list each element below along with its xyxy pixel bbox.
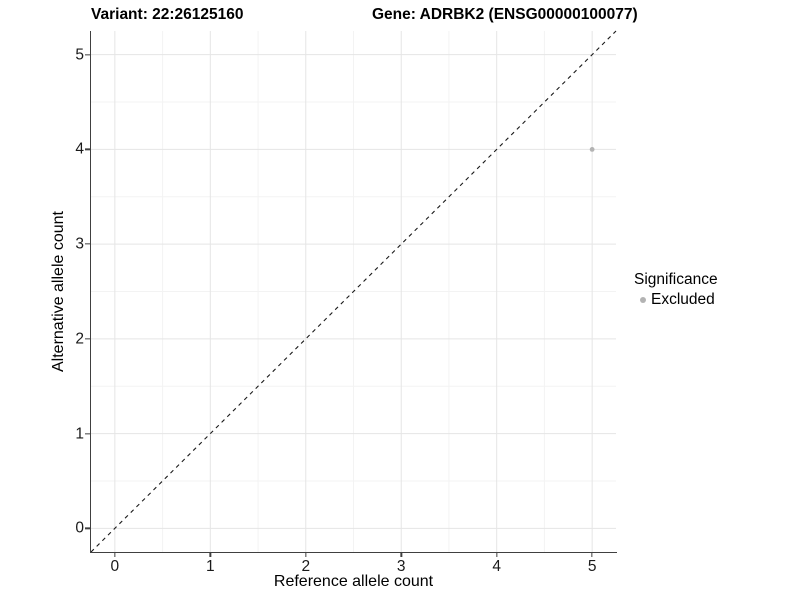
plot-canvas	[90, 30, 617, 553]
x-tick-mark	[400, 552, 402, 557]
y-tick-mark	[85, 527, 90, 529]
y-tick-label: 3	[75, 235, 84, 253]
legend-key	[634, 296, 651, 303]
y-tick-mark	[85, 243, 90, 245]
legend-entries: Excluded	[634, 291, 718, 308]
legend-entry-label: Excluded	[651, 291, 715, 308]
x-tick-mark	[209, 552, 211, 557]
legend-point-icon	[639, 296, 646, 303]
legend-entry: Excluded	[634, 291, 718, 308]
x-tick-mark	[114, 552, 116, 557]
plot-title-gene: Gene: ADRBK2 (ENSG00000100077)	[372, 6, 638, 23]
x-tick-label: 3	[396, 558, 406, 575]
data-point	[589, 147, 595, 152]
x-tick-mark	[305, 552, 307, 557]
y-tick-mark	[85, 54, 90, 56]
x-tick-mark	[591, 552, 593, 557]
legend-title: Significance	[634, 271, 718, 288]
y-tick-mark	[85, 432, 90, 435]
y-tick-label: 2	[75, 330, 84, 348]
x-axis-line	[90, 551, 617, 553]
x-tick-label: 2	[301, 558, 311, 575]
y-tick-label: 5	[75, 45, 84, 63]
y-tick-mark	[85, 338, 90, 340]
y-tick-mark	[85, 148, 90, 151]
y-tick-label: 1	[75, 424, 84, 442]
x-tick-label: 5	[587, 558, 597, 575]
plot-panel	[90, 30, 617, 553]
x-tick-label: 4	[492, 558, 501, 575]
y-tick-label: 0	[75, 519, 84, 537]
y-axis-line	[90, 31, 92, 552]
x-tick-label: 0	[110, 558, 120, 575]
y-axis-title: Alternative allele count	[50, 211, 67, 372]
legend: Significance Excluded	[634, 270, 718, 308]
identity-reference-line	[90, 30, 617, 553]
x-tick-mark	[496, 552, 498, 557]
y-tick-label: 4	[75, 140, 84, 158]
x-axis-title: Reference allele count	[273, 573, 434, 590]
plot-title-variant: Variant: 22:26125160	[91, 6, 244, 23]
x-tick-label: 1	[206, 558, 215, 575]
